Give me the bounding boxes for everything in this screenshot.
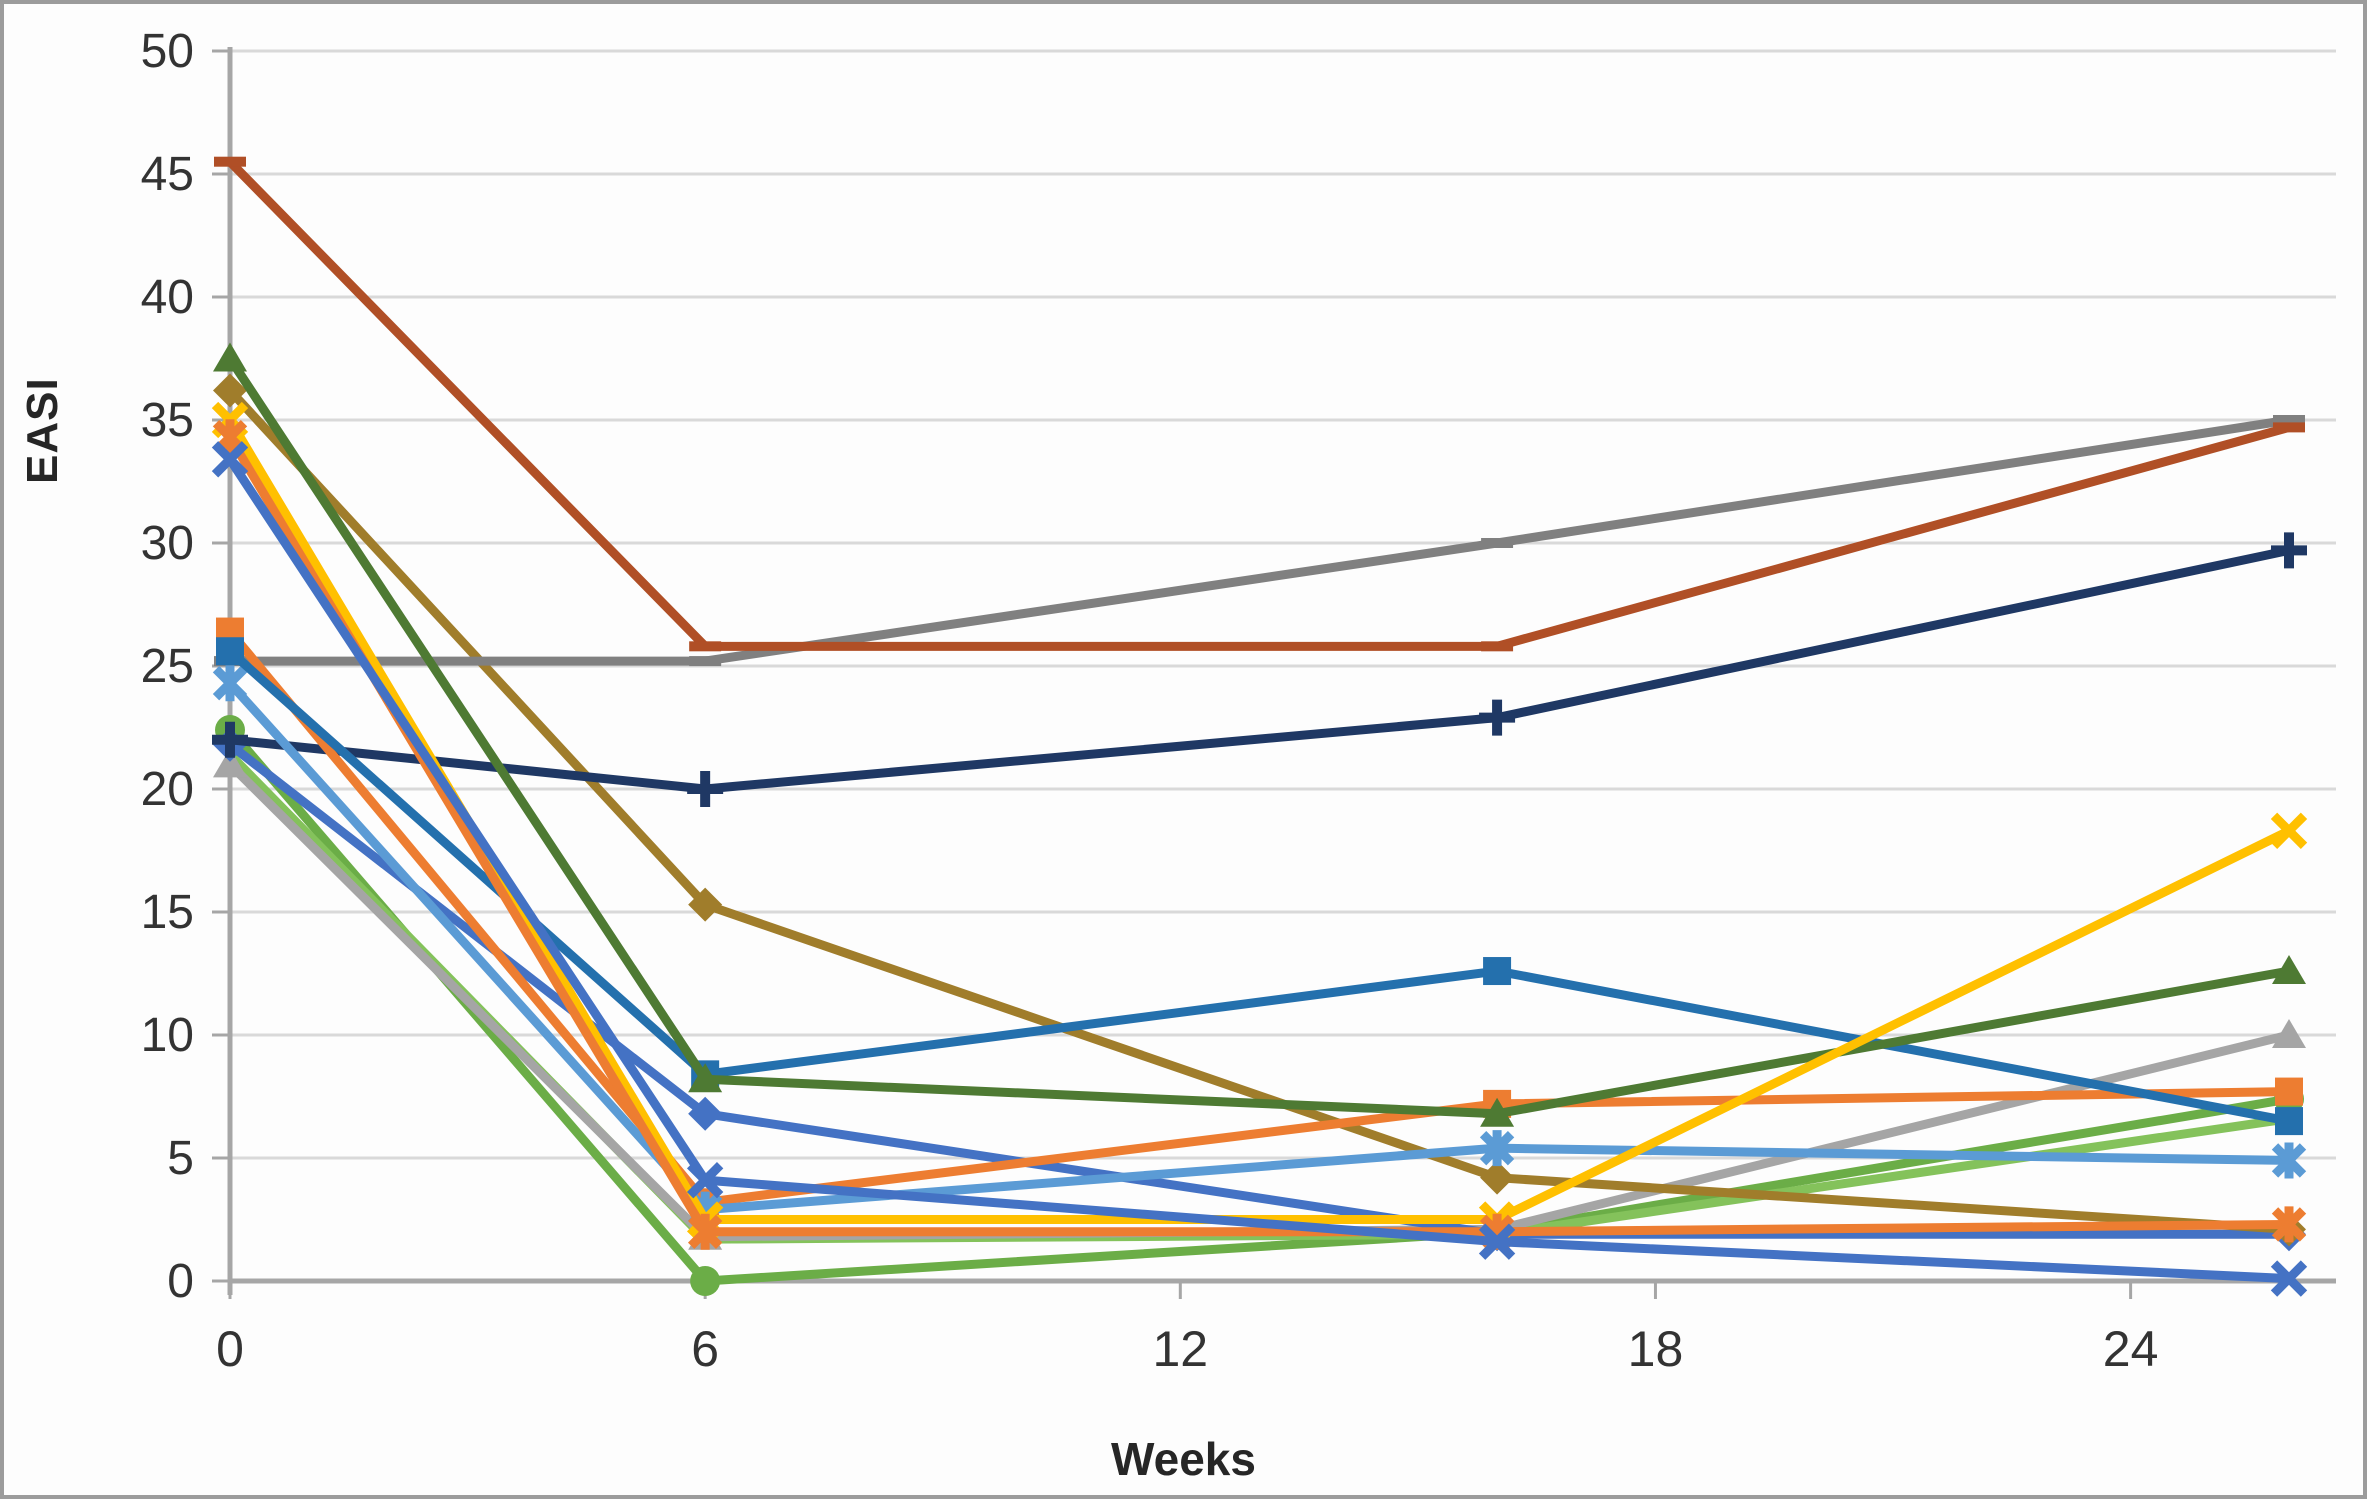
asterisk-marker bbox=[687, 1213, 723, 1250]
x-tick-label: 24 bbox=[2103, 1321, 2159, 1377]
y-tick-label: 35 bbox=[141, 394, 194, 447]
diamond-marker bbox=[213, 373, 247, 408]
asterisk-marker bbox=[2271, 1206, 2307, 1243]
x-tick-label: 0 bbox=[216, 1321, 244, 1377]
series-line-patient-blue-x bbox=[225, 454, 2294, 1284]
asterisk-marker bbox=[2271, 1142, 2307, 1179]
square-marker bbox=[2275, 1077, 2303, 1106]
dash-marker bbox=[2273, 422, 2305, 433]
x-marker bbox=[1478, 1223, 1516, 1260]
square-marker bbox=[2275, 1107, 2303, 1136]
series-line-patient-gray-dash bbox=[225, 415, 2294, 666]
y-tick-label: 5 bbox=[167, 1132, 194, 1185]
y-axis-title: EASI bbox=[18, 377, 67, 484]
asterisk-marker bbox=[212, 665, 248, 702]
dash-marker bbox=[1481, 538, 1514, 548]
x-marker bbox=[686, 1161, 724, 1199]
series-line-patient-orange-square bbox=[225, 627, 2294, 1207]
diamond-marker bbox=[688, 887, 723, 922]
y-tick-label: 25 bbox=[141, 640, 194, 693]
series-line-patient-brown-dash bbox=[225, 157, 2294, 651]
series-line-patient-darkgreen-triangle bbox=[225, 354, 2294, 1119]
triangle-marker bbox=[2272, 955, 2306, 985]
triangle-marker bbox=[1480, 1097, 1515, 1127]
y-tick-label: 45 bbox=[141, 148, 194, 201]
triangle-marker bbox=[688, 1063, 723, 1093]
plus-marker bbox=[2271, 532, 2307, 569]
triangle-marker bbox=[213, 748, 247, 778]
square-marker bbox=[216, 637, 244, 666]
series-line-patient-navy-plus bbox=[225, 545, 2294, 794]
dash-marker bbox=[689, 641, 722, 652]
y-tick-label: 40 bbox=[141, 271, 194, 324]
x-marker bbox=[2270, 812, 2308, 850]
series-line-patient-blue-diamond bbox=[225, 740, 2294, 1239]
triangle-marker bbox=[2272, 1019, 2306, 1048]
square-marker bbox=[1483, 957, 1512, 986]
plus-marker bbox=[212, 721, 248, 758]
x-marker bbox=[2270, 1260, 2308, 1297]
y-tick-label: 0 bbox=[167, 1255, 194, 1308]
plus-marker bbox=[1479, 699, 1516, 736]
dash-marker bbox=[689, 656, 722, 667]
y-tick-label: 50 bbox=[141, 25, 194, 78]
x-marker bbox=[211, 441, 249, 478]
x-tick-label: 6 bbox=[691, 1321, 719, 1377]
circle-marker bbox=[690, 1266, 721, 1296]
dash-marker bbox=[1481, 641, 1514, 652]
x-tick-label: 12 bbox=[1152, 1321, 1208, 1377]
x-axis-title: Weeks bbox=[1111, 1433, 1256, 1485]
diamond-marker bbox=[1480, 1160, 1515, 1195]
series-line-patient-lightblue-star bbox=[225, 678, 2294, 1215]
dash-marker bbox=[2273, 415, 2305, 425]
dash-marker bbox=[214, 156, 246, 167]
easi-line-chart: 0 5 10 15 20 25 30 35 40 45 50 0 6 12 18 24 bbox=[141, 25, 2336, 1377]
plus-marker bbox=[687, 771, 724, 807]
x-tick-label: 18 bbox=[1628, 1321, 1684, 1377]
y-tick-label: 20 bbox=[141, 763, 194, 816]
y-tick-label: 15 bbox=[141, 886, 194, 939]
diamond-marker bbox=[688, 1096, 723, 1131]
series-line-patient-orange-asterisk bbox=[225, 432, 2294, 1237]
triangle-marker bbox=[213, 342, 247, 372]
y-tick-label: 10 bbox=[141, 1009, 194, 1062]
y-tick-label: 30 bbox=[141, 517, 194, 570]
series-line-patient-olive-diamond bbox=[225, 385, 2294, 1234]
asterisk-marker bbox=[1479, 1130, 1515, 1167]
